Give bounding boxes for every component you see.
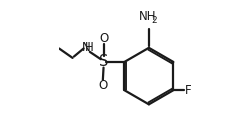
Text: O: O	[98, 79, 108, 92]
Text: S: S	[99, 54, 108, 69]
Text: F: F	[185, 84, 192, 97]
Text: 2: 2	[152, 16, 157, 24]
Text: H: H	[85, 41, 94, 54]
Text: O: O	[99, 32, 108, 45]
Text: NH: NH	[139, 10, 156, 23]
Text: N: N	[82, 41, 90, 54]
